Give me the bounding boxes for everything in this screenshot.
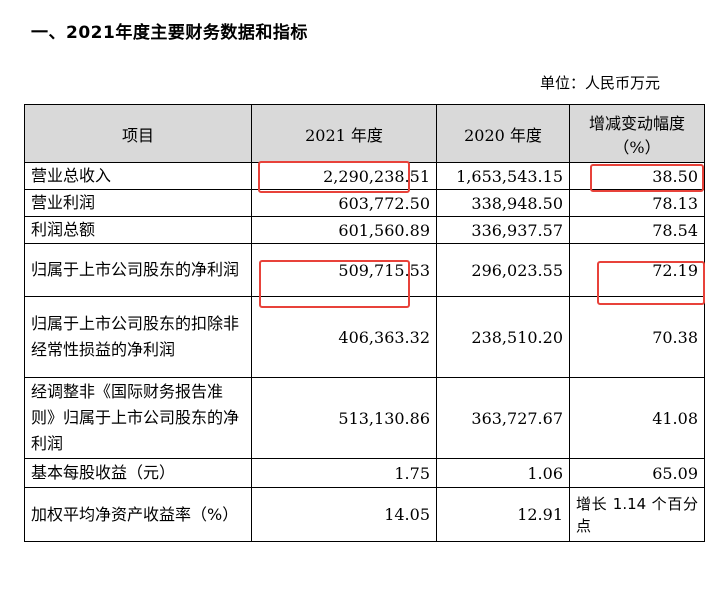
value-change: 增长 1.14 个百分点 bbox=[569, 487, 705, 542]
table-row: 基本每股收益（元） 1.75 1.06 65.09 bbox=[24, 458, 705, 488]
table-row: 营业利润 603,772.50 338,948.50 78.13 bbox=[24, 189, 705, 217]
row-label: 营业利润 bbox=[24, 189, 252, 217]
header-2021: 2021 年度 bbox=[251, 104, 437, 163]
value-change: 72.19 bbox=[569, 243, 705, 297]
row-label: 基本每股收益（元） bbox=[24, 458, 252, 488]
value-2021: 601,560.89 bbox=[251, 216, 437, 244]
value-2021: 603,772.50 bbox=[251, 189, 437, 217]
row-label: 归属于上市公司股东的扣除非经常性损益的净利润 bbox=[24, 296, 252, 378]
value-2020: 1,653,543.15 bbox=[436, 162, 570, 190]
value-2020: 336,937.57 bbox=[436, 216, 570, 244]
value-2020: 363,727.67 bbox=[436, 377, 570, 459]
header-item: 项目 bbox=[24, 104, 252, 163]
row-label: 营业总收入 bbox=[24, 162, 252, 190]
unit-label: 单位：人民币万元 bbox=[540, 74, 661, 92]
section-heading: 一、2021年度主要财务数据和指标 bbox=[31, 23, 308, 43]
row-label: 归属于上市公司股东的净利润 bbox=[24, 243, 252, 297]
row-label: 加权平均净资产收益率（%） bbox=[24, 487, 252, 542]
value-2020: 296,023.55 bbox=[436, 243, 570, 297]
value-2021: 1.75 bbox=[251, 458, 437, 488]
table-row: 加权平均净资产收益率（%） 14.05 12.91 增长 1.14 个百分点 bbox=[24, 487, 705, 542]
financial-data-table: 项目 2021 年度 2020 年度 增减变动幅度（%） 营业总收入 2,290… bbox=[24, 104, 705, 542]
value-2021: 406,363.32 bbox=[251, 296, 437, 378]
table-row: 归属于上市公司股东的扣除非经常性损益的净利润 406,363.32 238,51… bbox=[24, 296, 705, 378]
row-label: 利润总额 bbox=[24, 216, 252, 244]
value-2021: 14.05 bbox=[251, 487, 437, 542]
table-row: 利润总额 601,560.89 336,937.57 78.54 bbox=[24, 216, 705, 244]
value-2020: 12.91 bbox=[436, 487, 570, 542]
value-change: 78.13 bbox=[569, 189, 705, 217]
header-2020: 2020 年度 bbox=[436, 104, 570, 163]
table-row: 经调整非《国际财务报告准则》归属于上市公司股东的净利润 513,130.86 3… bbox=[24, 377, 705, 459]
value-change: 78.54 bbox=[569, 216, 705, 244]
header-change: 增减变动幅度（%） bbox=[569, 104, 705, 163]
value-change: 65.09 bbox=[569, 458, 705, 488]
table-row: 营业总收入 2,290,238.51 1,653,543.15 38.50 bbox=[24, 162, 705, 190]
value-change: 38.50 bbox=[569, 162, 705, 190]
value-2021: 509,715.53 bbox=[251, 243, 437, 297]
value-2020: 238,510.20 bbox=[436, 296, 570, 378]
value-2020: 338,948.50 bbox=[436, 189, 570, 217]
value-2021: 2,290,238.51 bbox=[251, 162, 437, 190]
value-change: 70.38 bbox=[569, 296, 705, 378]
row-label: 经调整非《国际财务报告准则》归属于上市公司股东的净利润 bbox=[24, 377, 252, 459]
value-2020: 1.06 bbox=[436, 458, 570, 488]
table-row: 归属于上市公司股东的净利润 509,715.53 296,023.55 72.1… bbox=[24, 243, 705, 297]
value-change: 41.08 bbox=[569, 377, 705, 459]
value-2021: 513,130.86 bbox=[251, 377, 437, 459]
